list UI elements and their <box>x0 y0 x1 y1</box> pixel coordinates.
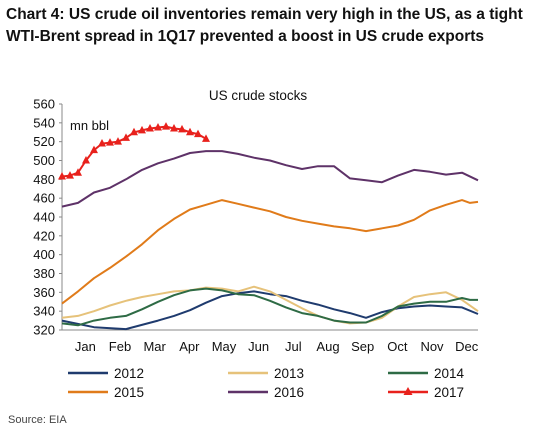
data-point-2017 <box>170 123 178 132</box>
data-point-2017 <box>138 125 146 134</box>
data-point-2017 <box>90 145 98 154</box>
x-tick-label: May <box>212 339 237 354</box>
legend-label-2016: 2016 <box>274 385 304 400</box>
series-lines <box>58 122 479 331</box>
data-point-2017 <box>154 123 162 131</box>
x-tick-label: Apr <box>179 339 200 354</box>
y-axis: 320 340 360 380 400 420 440 460 480 500 520 540 560 <box>33 97 62 338</box>
x-tick-label: Jan <box>75 339 96 354</box>
source-note: Source: EIA <box>8 414 67 426</box>
y-tick-label: 540 <box>33 115 55 130</box>
y-tick-label: 480 <box>33 172 55 187</box>
data-point-2017 <box>178 124 186 133</box>
y-tick-label: 500 <box>33 153 55 168</box>
chart-subtitle: US crude stocks <box>209 88 308 103</box>
data-point-2017 <box>66 171 74 179</box>
y-tick-label: 360 <box>33 285 55 300</box>
y-tick-label: 340 <box>33 304 55 319</box>
series-line-2014 <box>61 287 478 327</box>
y-tick-label: 440 <box>33 210 55 225</box>
y-tick-label: 460 <box>33 191 55 206</box>
series-line-2012 <box>61 290 479 331</box>
title-line-1: Chart 4: US crude oil inventories remain… <box>6 6 523 23</box>
y-tick-label: 320 <box>33 323 55 338</box>
x-tick-label: Dec <box>455 339 479 354</box>
data-point-2017 <box>122 133 130 141</box>
x-tick-label: Aug <box>316 339 339 354</box>
x-tick-label: Jun <box>248 339 269 354</box>
x-tick-label: Jul <box>285 339 302 354</box>
legend-label-2015: 2015 <box>114 385 144 400</box>
data-point-2017 <box>106 138 114 146</box>
series-line-2013 <box>61 285 479 325</box>
x-tick-label: Oct <box>387 339 408 354</box>
data-point-2017 <box>162 122 170 130</box>
data-point-2017 <box>146 123 154 132</box>
y-tick-label: 380 <box>33 266 55 281</box>
series-line-2016 <box>61 150 479 208</box>
x-tick-label: Sep <box>351 339 374 354</box>
title-line-2: WTI-Brent spread in 1Q17 prevented a boo… <box>6 28 485 45</box>
legend: 2012 2013 2014 2015 2016 2017 <box>68 366 465 400</box>
y-tick-label: 420 <box>33 228 55 243</box>
legend-label-2017: 2017 <box>434 385 464 400</box>
data-point-2017 <box>130 127 138 136</box>
x-axis: Jan Feb Mar Apr May Jun Jul Aug Sep Oct Nov Dec <box>75 339 479 354</box>
chart-title-block: Chart 4: US crude oil inventories remain… <box>6 4 546 48</box>
data-point-2017 <box>58 172 66 180</box>
legend-label-2012: 2012 <box>114 366 144 381</box>
legend-label-2014: 2014 <box>434 366 465 381</box>
y-tick-label: 400 <box>33 247 55 262</box>
legend-marker-2017 <box>403 387 413 395</box>
x-tick-label: Nov <box>420 339 444 354</box>
series-line-2015 <box>61 199 479 305</box>
x-tick-label: Mar <box>143 339 166 354</box>
y-axis-unit-label: mn bbl <box>70 118 109 133</box>
data-point-2017 <box>74 168 82 176</box>
data-point-2017 <box>98 139 106 147</box>
data-point-2017 <box>186 127 194 136</box>
legend-label-2013: 2013 <box>274 366 304 381</box>
x-tick-label: Feb <box>109 339 131 354</box>
data-point-2017 <box>194 129 202 138</box>
y-tick-label: 560 <box>33 97 55 112</box>
y-tick-label: 520 <box>33 134 55 149</box>
data-point-2017 <box>82 156 90 164</box>
data-point-2017 <box>202 134 210 142</box>
data-point-2017 <box>114 137 122 145</box>
